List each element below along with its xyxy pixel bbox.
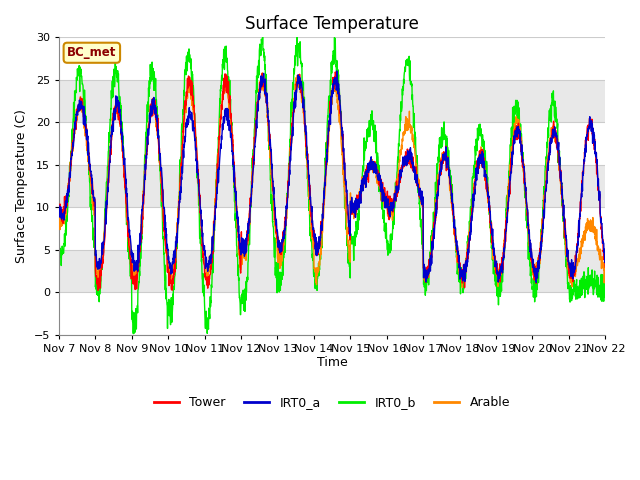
Bar: [59, 80, 605, 122]
Bar: [59, 165, 605, 207]
Legend: Tower, IRT0_a, IRT0_b, Arable: Tower, IRT0_a, IRT0_b, Arable: [149, 391, 515, 414]
X-axis label: Time: Time: [317, 356, 348, 369]
Bar: [59, 250, 605, 292]
Y-axis label: Surface Temperature (C): Surface Temperature (C): [15, 109, 28, 263]
Title: Surface Temperature: Surface Temperature: [245, 15, 419, 33]
Text: BC_met: BC_met: [67, 46, 116, 59]
